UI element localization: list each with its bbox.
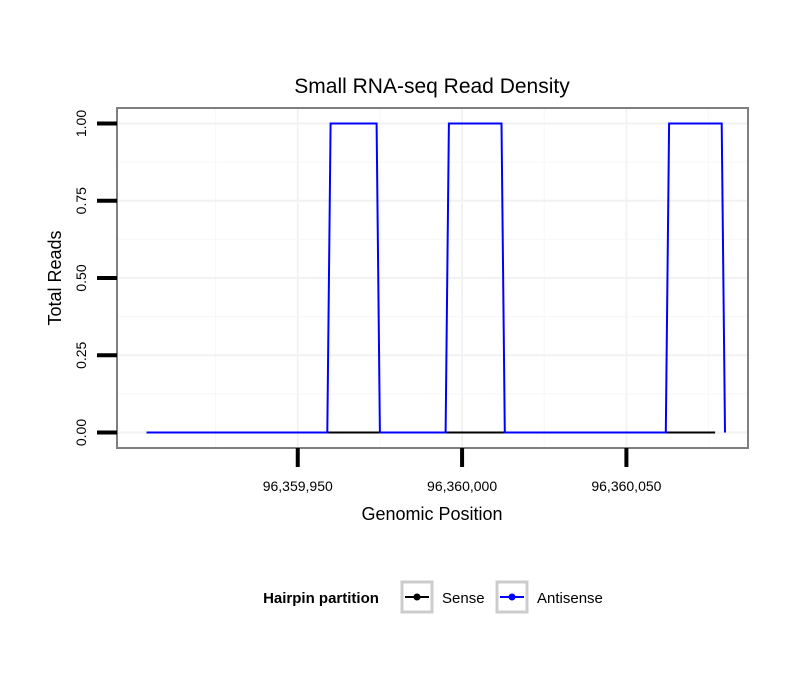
series-line-antisense: [146, 122, 726, 434]
x-axis: 96,359,950 96,360,000 96,360,050: [263, 448, 662, 494]
x-tick-label: 96,360,050: [591, 478, 661, 494]
legend-label-antisense: Antisense: [537, 590, 603, 607]
y-tick-label: 0.75: [73, 187, 89, 214]
x-tick-label: 96,359,950: [263, 478, 333, 494]
y-tick-label: 0.50: [73, 264, 89, 291]
y-tick-label: 0.00: [73, 419, 89, 446]
legend-point-sense: [413, 593, 421, 601]
x-tick-label: 96,360,000: [427, 478, 497, 494]
data-series: [146, 122, 726, 434]
chart-title: Small RNA-seq Read Density: [294, 75, 570, 98]
grid-lines: [118, 109, 747, 447]
legend-label-sense: Sense: [442, 590, 485, 607]
y-axis: 0.00 0.25 0.50 0.75 1.00: [73, 110, 117, 446]
y-tick-label: 1.00: [73, 110, 89, 137]
legend-point-antisense: [508, 593, 516, 601]
y-tick-label: 0.25: [73, 341, 89, 368]
legend: Hairpin partition Sense Antisense: [263, 580, 603, 614]
legend-title: Hairpin partition: [263, 590, 379, 607]
x-axis-label: Genomic Position: [361, 504, 502, 524]
y-axis-label: Total Reads: [45, 230, 65, 325]
